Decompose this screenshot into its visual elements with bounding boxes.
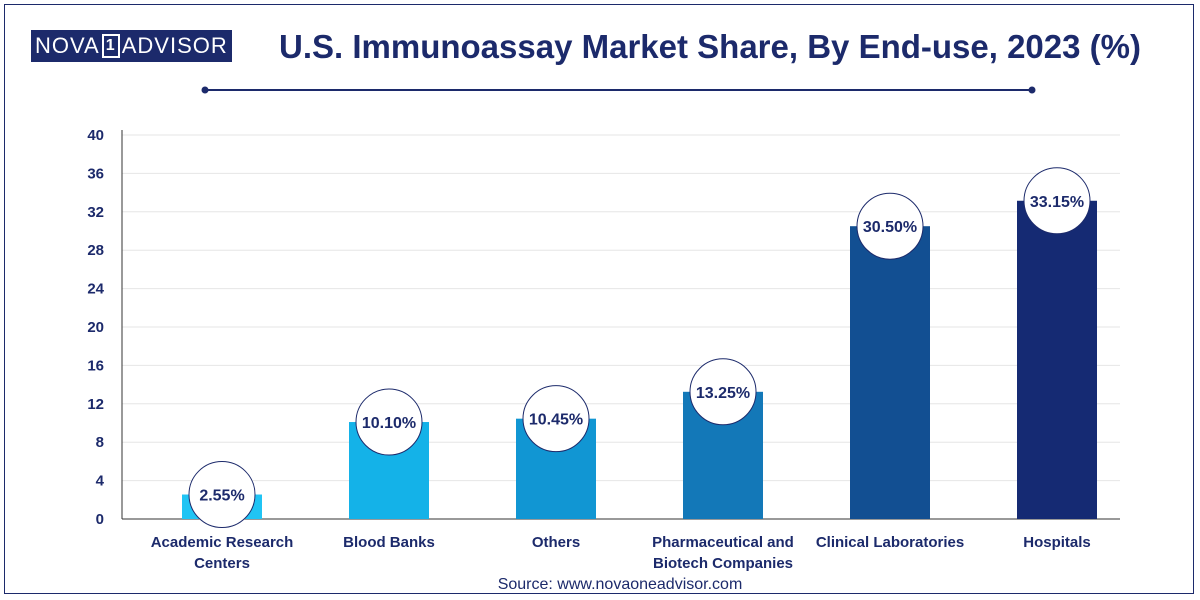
y-tick-label: 16 [87, 357, 104, 374]
data-label: 10.10% [362, 415, 416, 432]
bar [1017, 200, 1097, 519]
data-label: 13.25% [696, 385, 750, 402]
y-tick-label: 4 [96, 473, 105, 490]
y-tick-label: 40 [87, 127, 104, 144]
data-label: 2.55% [199, 488, 244, 505]
data-label: 30.50% [863, 219, 917, 236]
logo-text-right: ADVISOR [121, 33, 228, 58]
y-tick-label: 8 [96, 434, 104, 451]
logo-text-left: NOVA [35, 33, 100, 58]
data-label-bubble [355, 388, 423, 456]
data-label-bubble [188, 461, 256, 529]
underline-dot-left [201, 86, 209, 94]
x-tick-label: Others [532, 534, 580, 551]
x-tick-label: Pharmaceutical and [652, 534, 794, 551]
data-label-bubble [522, 385, 590, 453]
y-tick-label: 36 [87, 165, 104, 182]
y-tick-label: 28 [87, 242, 104, 259]
data-label-bubble [689, 358, 757, 426]
chart-frame [4, 4, 1194, 594]
x-tick-label: Centers [194, 555, 250, 572]
x-tick-label: Biotech Companies [653, 555, 793, 572]
axis-layer: 0 4 8 12 16 20 24 28 32 36 40 Academic Research Cent… [87, 127, 1120, 572]
label-layer: 2.55% 10.10% 10.45% 13.25% 30.50% 33.15% [188, 167, 1091, 529]
x-tick-label: Academic Research [151, 534, 294, 551]
brand-logo: NOVA 1 ADVISOR [31, 30, 232, 62]
bar-layer [182, 200, 1097, 519]
underline-dot-right [1028, 86, 1036, 94]
data-label: 10.45% [529, 412, 583, 429]
chart-title: U.S. Immunoassay Market Share, By End-us… [279, 28, 1141, 65]
x-tick-label: Clinical Laboratories [816, 534, 964, 551]
y-tick-label: 0 [96, 511, 104, 528]
y-tick-label: 12 [87, 396, 104, 413]
source-note: Source: www.novaoneadvisor.com [497, 576, 743, 593]
x-tick-label: Hospitals [1023, 534, 1091, 551]
bar [850, 226, 930, 519]
data-label: 33.15% [1030, 194, 1084, 211]
x-tick-label: Blood Banks [343, 534, 435, 551]
y-tick-label: 20 [87, 319, 104, 336]
y-tick-label: 32 [87, 204, 104, 221]
y-tick-label: 24 [87, 281, 104, 298]
data-label-bubble [856, 192, 924, 260]
grid-layer [122, 134, 1120, 482]
logo-mark: 1 [101, 34, 120, 58]
data-label-bubble [1023, 167, 1091, 235]
